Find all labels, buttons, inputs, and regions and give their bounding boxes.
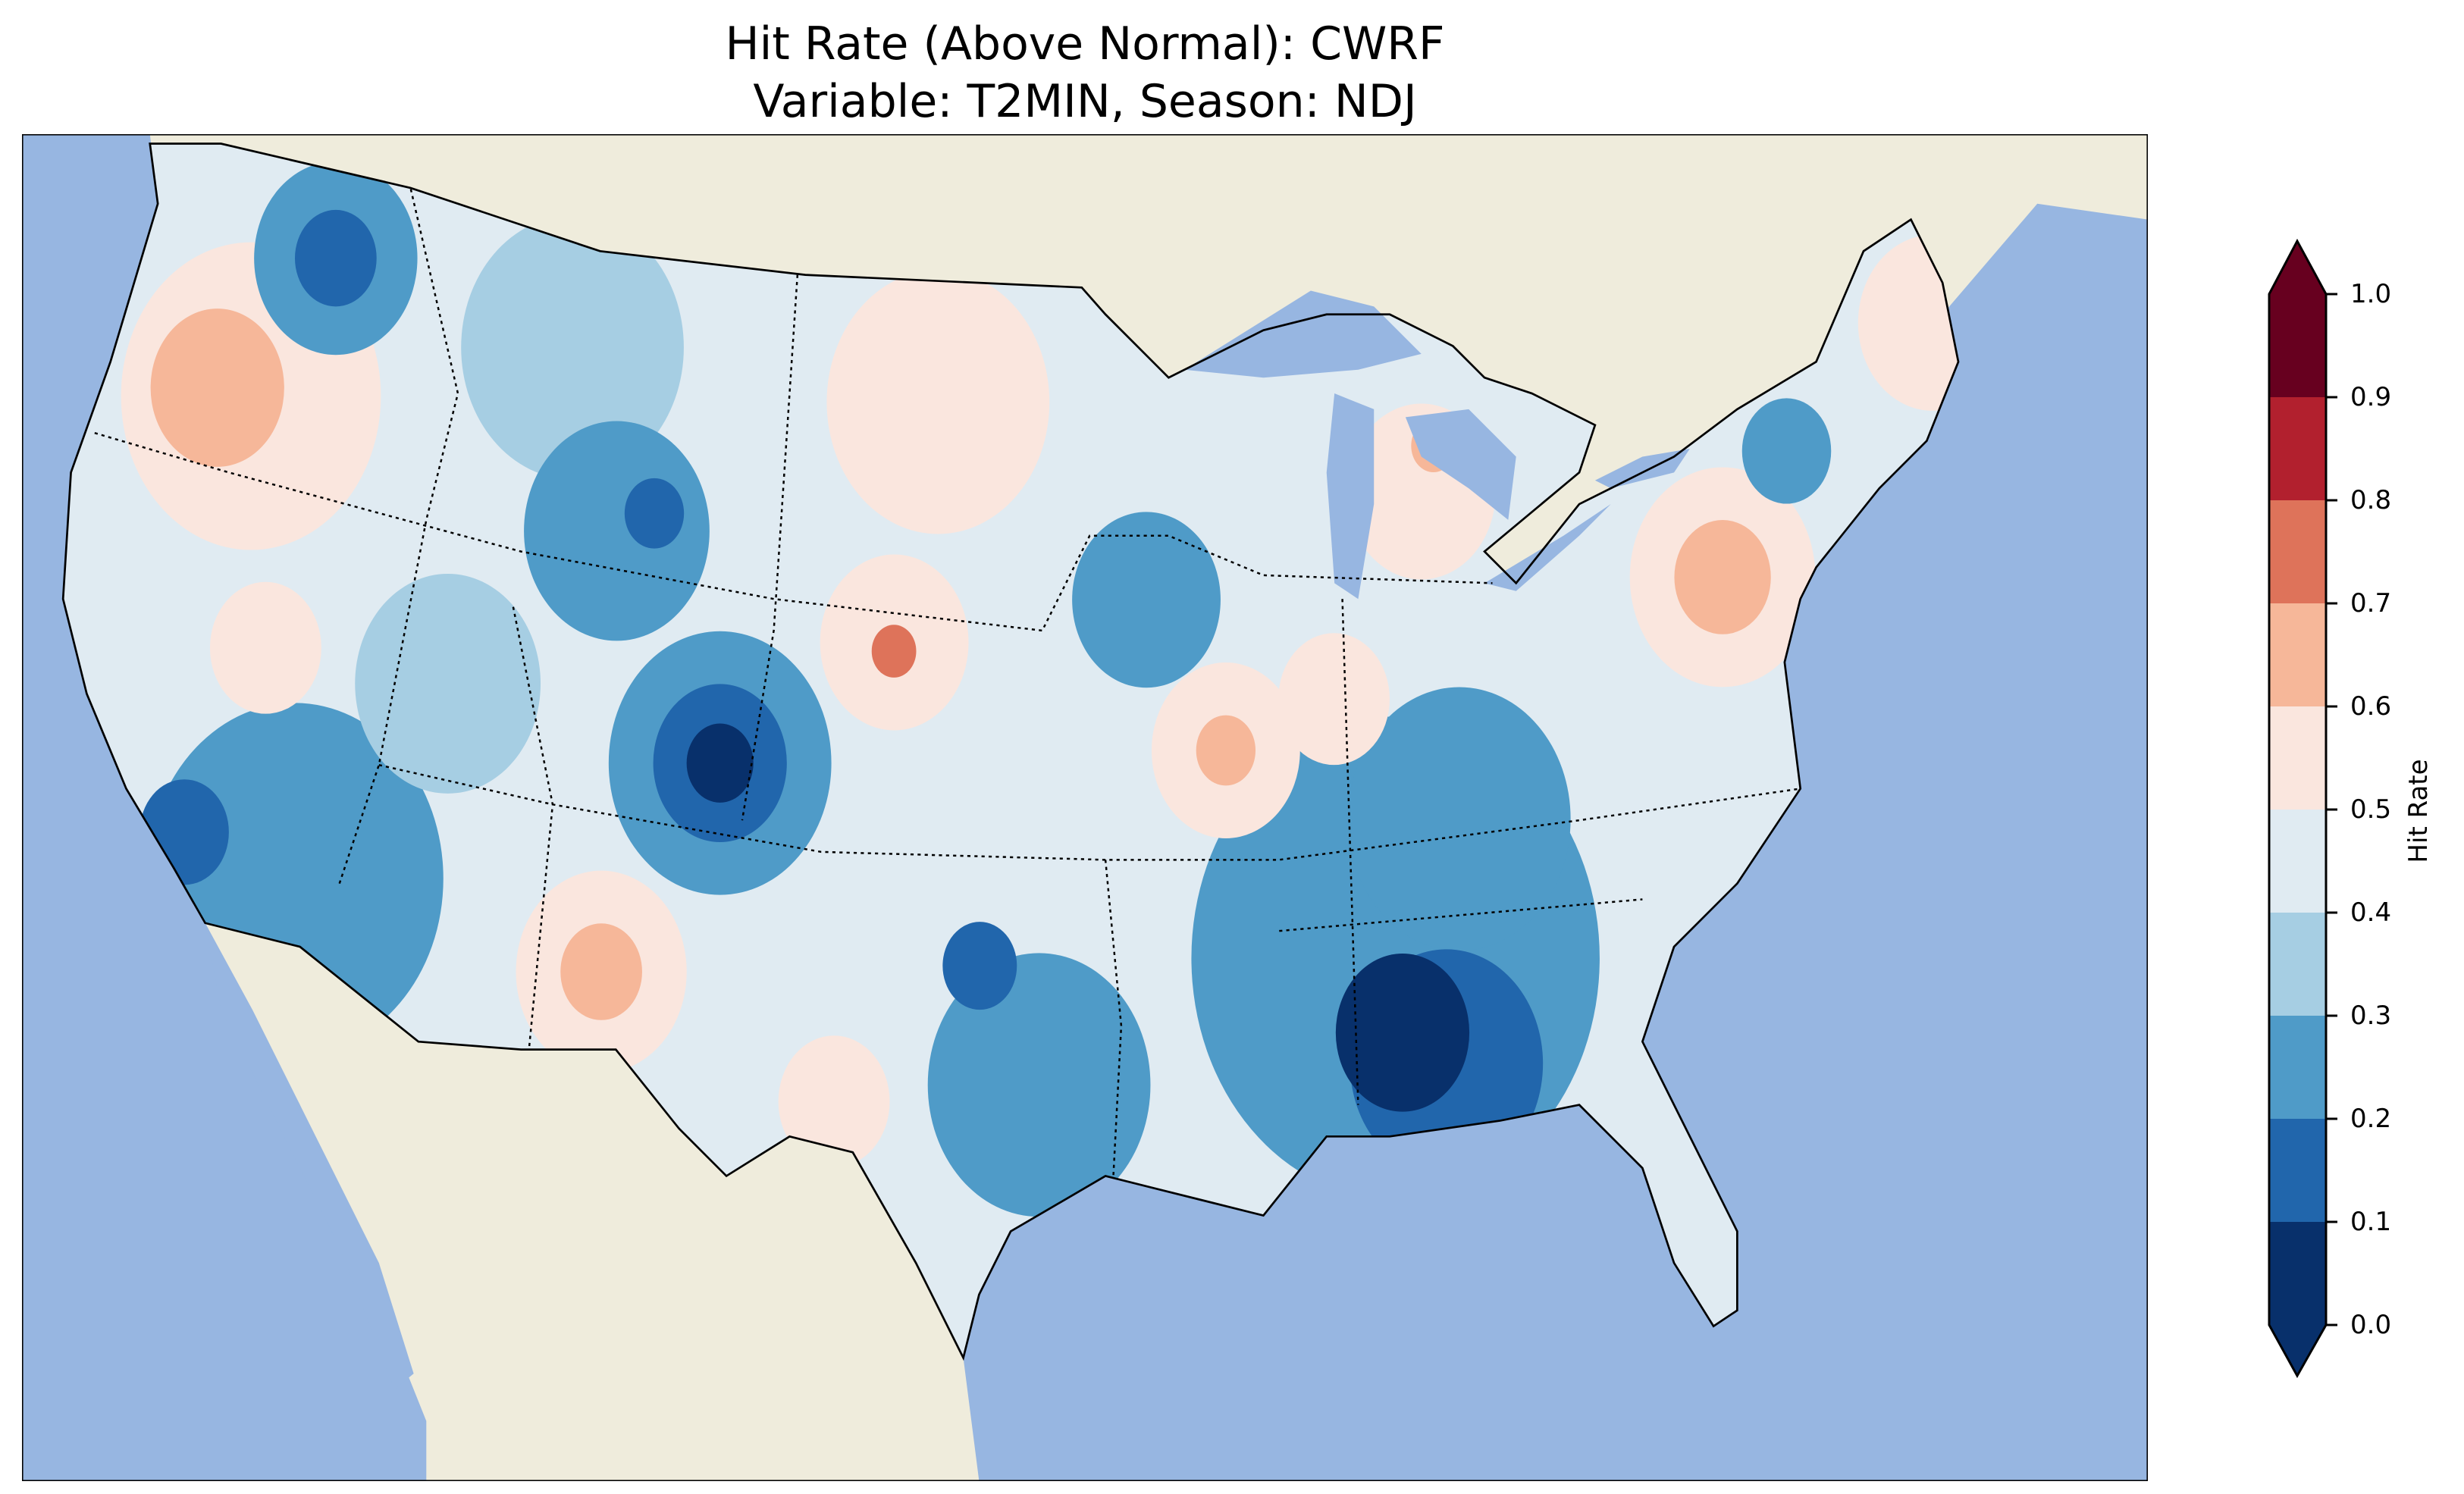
map-plot bbox=[22, 134, 2148, 1481]
state-borders bbox=[94, 187, 1801, 1176]
heatmap-region-illinois bbox=[1278, 633, 1390, 766]
heatmap-region-oklahoma bbox=[942, 922, 1017, 1010]
heatmap-region-wyoming-core bbox=[624, 478, 685, 549]
heatmap-region-alabama-core bbox=[1335, 953, 1470, 1112]
lake-michigan bbox=[1326, 393, 1375, 600]
colorbar-tick-label: 0.9 bbox=[2350, 382, 2392, 412]
colorbar-extend-min bbox=[2269, 1325, 2326, 1376]
heatmap-region-wyoming bbox=[524, 421, 710, 641]
heatmap-region-dakotas bbox=[826, 270, 1050, 534]
colorbar-tick-label: 0.5 bbox=[2350, 794, 2392, 825]
chart-title: Hit Rate (Above Normal): CWRF bbox=[725, 17, 1445, 70]
heatmap-region-nevada bbox=[209, 581, 321, 714]
colorbar-bin bbox=[2269, 913, 2326, 1016]
great-lakes bbox=[1184, 290, 1690, 600]
colorbar-tick-label: 0.1 bbox=[2350, 1207, 2392, 1237]
colorbar-tick-label: 0.4 bbox=[2350, 897, 2392, 928]
colorbar-bin bbox=[2269, 603, 2326, 706]
heatmap-region-nebraska-core bbox=[871, 625, 917, 678]
colorbar-tick-label: 0.6 bbox=[2350, 691, 2392, 722]
colorbar-tick-label: 0.0 bbox=[2350, 1310, 2392, 1340]
colorbar-bin bbox=[2269, 397, 2326, 500]
colorbar-tick-label: 0.7 bbox=[2350, 588, 2392, 619]
colorbar-bin bbox=[2269, 1222, 2326, 1325]
heatmap-region-new-york bbox=[1741, 398, 1832, 504]
colorbar-bin bbox=[2269, 706, 2326, 810]
colorbar-tick-label: 0.3 bbox=[2350, 1001, 2392, 1031]
colorbar-tick-label: 0.2 bbox=[2350, 1104, 2392, 1134]
heatmap-region-colorado-core bbox=[686, 723, 754, 803]
heatmap-region-oregon-core bbox=[150, 309, 284, 467]
lake-ontario bbox=[1594, 449, 1690, 489]
colorbar-bin bbox=[2269, 810, 2326, 913]
colorbar-tick-label: 0.8 bbox=[2350, 485, 2392, 515]
heatmap-region-tennessee-valley bbox=[1347, 687, 1571, 951]
colorbar-label: Hit Rate bbox=[2403, 759, 2434, 863]
heatmap-region-iowa bbox=[1072, 512, 1221, 688]
colorbar-tick-label: 1.0 bbox=[2350, 279, 2392, 309]
colorbar-bin bbox=[2269, 1016, 2326, 1119]
heatmap-region-maine bbox=[1857, 234, 1959, 411]
colorbar-extend-max bbox=[2269, 241, 2326, 294]
heatmap-region-east-texas bbox=[927, 953, 1151, 1217]
colorbar bbox=[2268, 238, 2337, 1379]
heatmap-region-pennsylvania-core bbox=[1674, 520, 1771, 634]
colorbar-bin bbox=[2269, 500, 2326, 603]
heatmap-region-west-texas bbox=[778, 1035, 890, 1168]
heatmap-region-missouri-core bbox=[1196, 715, 1256, 786]
lake-erie bbox=[1484, 504, 1611, 591]
lake-huron bbox=[1405, 409, 1516, 520]
chart-subtitle: Variable: T2MIN, Season: NDJ bbox=[753, 75, 1417, 128]
heatmap-region-montana bbox=[461, 215, 684, 480]
heatmap-region-utah bbox=[355, 573, 541, 794]
colorbar-bin bbox=[2269, 294, 2326, 397]
heatmap-region-idaho-core bbox=[295, 209, 377, 307]
lake-superior bbox=[1184, 290, 1422, 378]
heatmap-region-new-mexico-core bbox=[560, 923, 642, 1020]
gulf-of-california bbox=[205, 922, 414, 1390]
colorbar-bin bbox=[2269, 1119, 2326, 1222]
